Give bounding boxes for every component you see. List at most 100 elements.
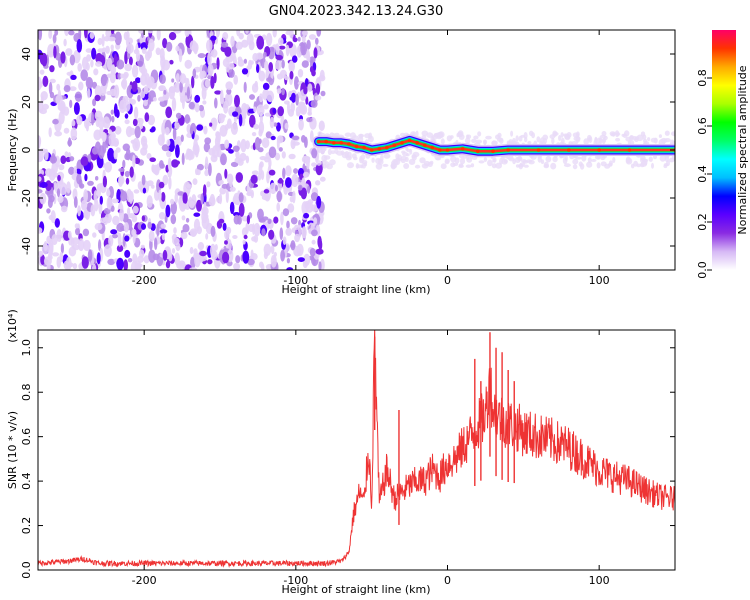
noise-blob [143, 255, 150, 264]
noise-blob [199, 250, 208, 257]
ridge-point [339, 141, 344, 145]
noise-blob [319, 176, 326, 182]
noise-blob [286, 258, 290, 264]
noise-blob [235, 172, 243, 183]
noise-blob [101, 131, 107, 143]
noise-blob [38, 135, 41, 149]
halo-blob [587, 157, 592, 164]
noise-blob [60, 243, 64, 254]
halo-blob [658, 134, 663, 139]
noise-blob [253, 106, 257, 113]
noise-blob [179, 80, 183, 93]
noise-blob [266, 77, 273, 82]
noise-blob [111, 198, 119, 204]
snr-y-label: SNR (10 * v/v) [6, 411, 19, 489]
halo-blob [625, 157, 633, 165]
noise-blob [229, 181, 233, 188]
noise-blob [209, 122, 213, 127]
noise-blob [247, 258, 255, 266]
noise-blob [39, 192, 47, 205]
noise-blob [251, 132, 257, 137]
noise-blob [141, 174, 146, 186]
noise-blob [248, 59, 253, 70]
noise-blob [175, 112, 182, 119]
noise-blob [301, 226, 307, 239]
halo-blob [406, 149, 412, 153]
noise-blob [250, 174, 258, 184]
noise-blob [315, 83, 321, 95]
noise-blob [228, 68, 235, 78]
noise-blob [298, 118, 304, 131]
noise-blob [224, 124, 229, 131]
halo-blob [671, 131, 675, 137]
noise-blob [127, 258, 133, 263]
noise-blob [214, 97, 218, 109]
noise-blob [139, 89, 146, 99]
noise-blob [245, 222, 249, 234]
noise-blob [87, 180, 94, 186]
noise-blob [134, 125, 141, 139]
noise-blob [51, 234, 58, 246]
noise-blob [151, 184, 155, 189]
halo-blob [491, 163, 497, 169]
noise-blob [238, 202, 245, 217]
noise-blob [159, 229, 168, 234]
halo-blob [664, 130, 670, 136]
noise-blob [285, 44, 290, 57]
noise-blob [107, 258, 116, 266]
noise-blob [156, 30, 161, 41]
noise-blob [161, 122, 166, 136]
noise-blob [210, 243, 216, 258]
ridge-point [430, 145, 435, 150]
halo-blob [344, 132, 352, 137]
noise-blob [115, 109, 120, 119]
noise-blob [96, 183, 105, 191]
halo-blob [523, 164, 529, 168]
noise-blob [264, 60, 269, 71]
noise-blob [215, 131, 221, 143]
noise-blob [176, 262, 185, 269]
noise-blob [54, 30, 59, 36]
noise-blob [312, 62, 317, 72]
noise-blob [68, 246, 77, 257]
halo-blob [581, 154, 587, 162]
halo-blob [625, 136, 631, 142]
noise-blob [104, 161, 112, 173]
noise-blob [204, 156, 209, 170]
noise-blob [92, 232, 97, 238]
noise-blob [174, 252, 180, 266]
noise-blob [53, 193, 57, 205]
noise-blob [249, 114, 256, 128]
noise-blob [258, 70, 266, 82]
halo-blob [405, 153, 410, 157]
halo-blob [415, 130, 419, 138]
noise-blob [133, 106, 139, 120]
noise-blob [164, 127, 170, 136]
halo-blob [477, 131, 482, 137]
noise-blob [193, 248, 198, 256]
noise-blob [102, 216, 109, 223]
halo-blob [615, 132, 621, 136]
noise-blob [200, 193, 204, 205]
halo-blob [552, 156, 558, 163]
noise-blob [127, 207, 131, 216]
noise-blob [308, 105, 312, 116]
ridge-point [476, 149, 480, 153]
x-tick-label: 0 [444, 274, 451, 287]
x-tick-label: 100 [589, 574, 610, 587]
noise-blob [314, 95, 322, 101]
noise-blob [89, 31, 95, 40]
noise-blob [166, 41, 173, 52]
noise-blob [123, 259, 128, 270]
halo-blob [572, 132, 580, 138]
halo-blob [594, 137, 598, 143]
noise-blob [123, 100, 131, 112]
noise-blob [297, 36, 301, 42]
noise-blob [85, 48, 93, 53]
halo-blob [444, 158, 450, 164]
halo-blob [344, 151, 350, 158]
noise-blob [159, 74, 166, 84]
noise-blob [106, 188, 110, 197]
noise-blob [213, 72, 217, 84]
noise-blob [210, 35, 217, 41]
